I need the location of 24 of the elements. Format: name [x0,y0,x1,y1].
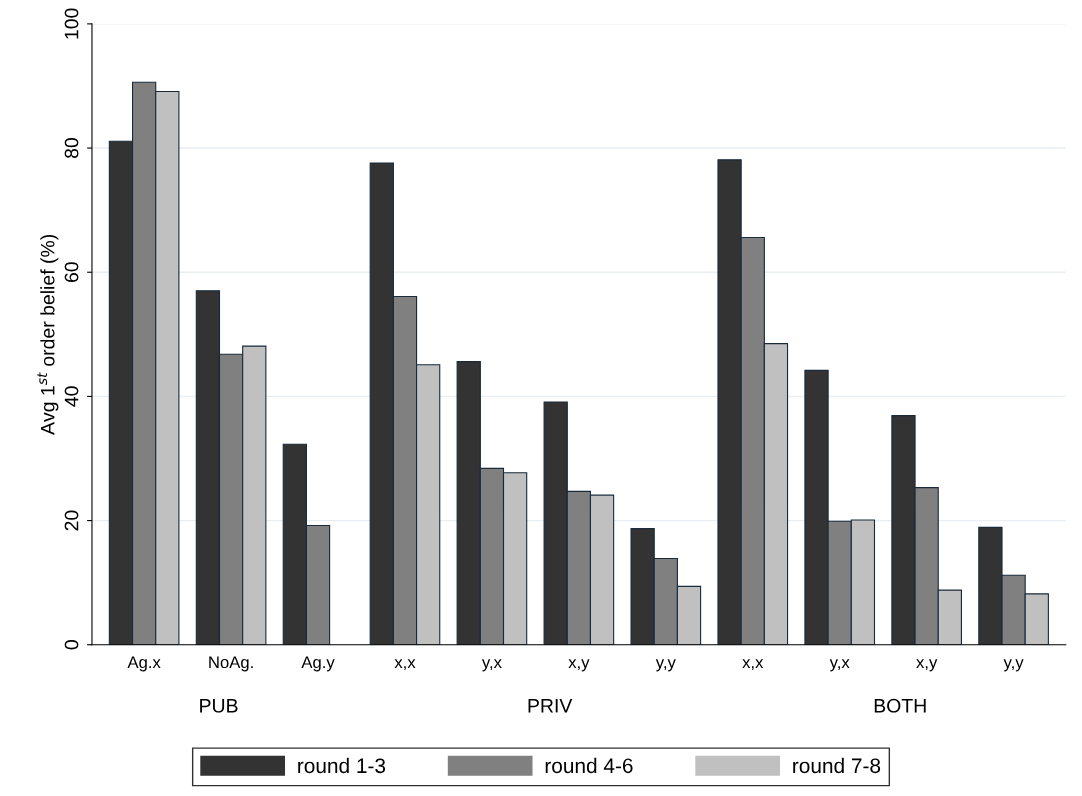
x-tick-label: x,y [916,659,938,672]
x-tick-label: x,x [394,659,416,671]
y-tick-label: 20 [64,510,79,531]
y-tick-label: 0 [64,640,79,650]
x-tick-label: x,y [568,659,590,672]
y-tick-label: 100 [64,8,79,39]
x-tick-label: y,y [655,659,676,672]
x-tick-label: x,x [742,659,764,671]
x-tick-label: y,x [829,659,850,672]
legend-label: round 4-6 [545,757,633,774]
x-tick-label: Ag.y [301,656,335,672]
y-tick-label: 40 [64,386,79,407]
x-tick-label: NoAg. [209,656,253,672]
text: PRIV [528,699,573,713]
text: BOTH [874,698,926,713]
y-axis-title: Avg 1$^{st}$ order belief (%) [37,234,59,435]
text: PUB [200,699,238,713]
legend-label: round 7-8 [793,757,881,774]
x-tick-label: Ag.x [127,656,161,672]
x-tick-label: y,y [1003,659,1024,672]
y-tick-label: 80 [64,138,79,159]
legend-label: round 1-3 [298,757,386,774]
x-tick-label: y,x [481,659,502,672]
y-tick-label: 60 [64,262,79,283]
